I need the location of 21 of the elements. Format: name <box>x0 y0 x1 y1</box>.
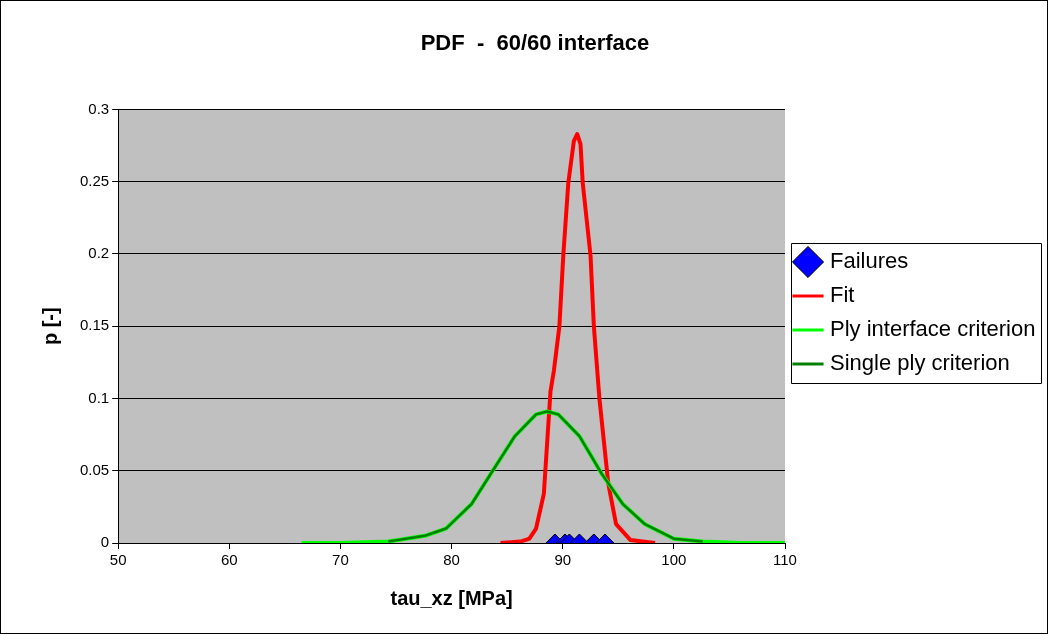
x-tick-label: 60 <box>220 551 238 569</box>
legend-label: Single ply criterion <box>830 350 1010 376</box>
x-tick-label: 90 <box>554 551 572 569</box>
y-tick-label: 0.2 <box>88 244 110 262</box>
x-tick-label: 80 <box>443 551 460 569</box>
x-tick-label: 100 <box>661 551 687 569</box>
x-axis-title: tau_xz [MPa] <box>390 586 513 609</box>
y-tick-label: 0.05 <box>79 460 110 478</box>
legend-label: Failures <box>830 248 909 274</box>
y-tick-label: 0.15 <box>79 316 110 334</box>
y-tick-label: 0 <box>100 533 110 551</box>
chart-title: PDF - 60/60 interface <box>420 30 650 56</box>
y-tick-label: 0.3 <box>88 99 110 117</box>
y-tick-label: 0.1 <box>88 388 110 406</box>
legend-label: Fit <box>830 282 855 308</box>
x-tick-label: 70 <box>332 551 349 569</box>
y-axis-title: p [-] <box>38 307 61 346</box>
legend-label: Ply interface criterion <box>830 316 1036 342</box>
x-tick-label: 50 <box>109 551 127 569</box>
y-tick-label: 0.25 <box>79 171 110 189</box>
x-tick-label: 110 <box>773 551 797 569</box>
